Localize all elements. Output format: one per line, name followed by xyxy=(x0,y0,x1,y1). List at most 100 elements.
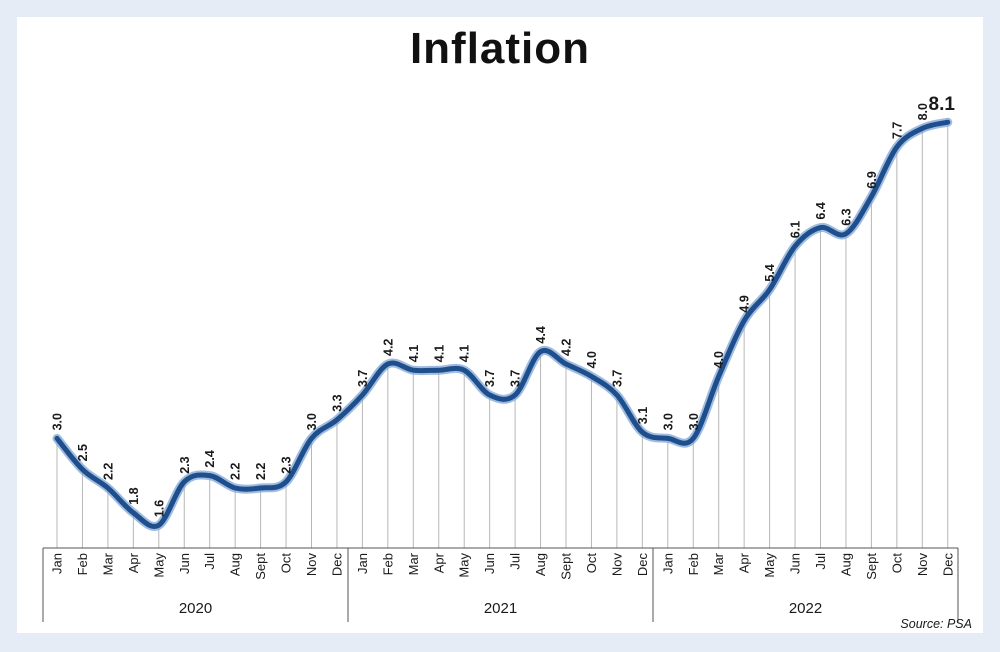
data-point xyxy=(462,368,467,373)
data-point xyxy=(283,479,289,484)
data-label: 4.4 xyxy=(534,326,548,343)
data-point xyxy=(920,126,925,131)
data-point xyxy=(818,225,823,230)
data-point xyxy=(207,473,212,478)
data-point xyxy=(640,430,645,435)
month-tick-label: Jan xyxy=(355,553,370,574)
data-point xyxy=(843,231,849,236)
data-label: 6.3 xyxy=(839,208,853,225)
month-tick-label: Oct xyxy=(889,553,904,574)
value-labels: 3.0 2.5 2.2 1.8 1.6 2.3 2.4 2.2 2.2 2.3 3.0 3.3 3.7 4… xyxy=(51,94,956,517)
data-label: 4.1 xyxy=(407,345,421,362)
data-label: 6.4 xyxy=(814,202,828,219)
month-tick-label: Apr xyxy=(126,552,141,573)
month-tick-label: Nov xyxy=(915,553,930,577)
data-point xyxy=(869,194,874,199)
month-tick-label: Jan xyxy=(50,553,65,574)
month-tick-label: Dec xyxy=(329,553,344,577)
data-point xyxy=(360,392,365,398)
data-label: 4.0 xyxy=(585,351,599,368)
data-label: 3.0 xyxy=(661,413,675,430)
month-tick-label: Aug xyxy=(228,553,243,576)
data-label: 3.7 xyxy=(483,370,497,387)
data-point xyxy=(538,349,543,354)
data-point xyxy=(309,436,314,441)
data-label: 3.7 xyxy=(610,370,624,387)
data-point xyxy=(131,510,136,515)
data-label: 4.1 xyxy=(458,345,472,362)
month-tick-label: Aug xyxy=(838,553,853,576)
month-tick-label: May xyxy=(151,553,166,578)
month-tick-label: Jun xyxy=(788,553,803,574)
data-point xyxy=(691,436,696,441)
month-tick-label: Sept xyxy=(559,553,574,580)
data-label: 4.0 xyxy=(712,351,726,368)
chart-card xyxy=(17,17,983,633)
data-point xyxy=(487,392,492,398)
data-point xyxy=(767,287,772,292)
month-tick-label: Oct xyxy=(279,553,294,574)
data-point xyxy=(894,144,900,150)
data-point xyxy=(614,392,620,398)
data-label: 2.2 xyxy=(254,463,268,480)
month-tick-label: Jun xyxy=(177,553,192,574)
month-tick-label: Nov xyxy=(609,553,624,577)
data-label: 3.1 xyxy=(636,407,650,424)
data-label: 6.9 xyxy=(865,171,879,188)
month-tick-label: May xyxy=(457,553,472,578)
month-tick-label: Mar xyxy=(406,552,421,575)
data-point xyxy=(945,120,950,125)
category-axis: Jan Feb Mar Apr May Jun Jul Aug Sept Oct Nov Dec Jan… xyxy=(42,547,959,622)
month-tick-label: Feb xyxy=(686,553,701,575)
data-point xyxy=(334,417,340,422)
month-tick-label: Nov xyxy=(304,553,319,577)
data-point xyxy=(182,479,187,484)
data-label: 6.1 xyxy=(789,221,803,238)
month-tick-label: Mar xyxy=(100,552,115,575)
data-point xyxy=(716,374,721,379)
data-point xyxy=(665,436,670,441)
month-tick-label: Jan xyxy=(660,553,675,574)
data-point xyxy=(80,467,85,472)
month-tick-label: Sept xyxy=(253,553,268,580)
data-point xyxy=(258,485,263,491)
data-label: 2.4 xyxy=(203,450,217,467)
data-label: 8.1 xyxy=(929,94,956,115)
month-tick-label: Aug xyxy=(533,553,548,576)
month-tick-label: Dec xyxy=(635,553,650,577)
data-label: 3.0 xyxy=(687,413,701,430)
data-label: 2.3 xyxy=(280,456,294,473)
month-tick-label: Jun xyxy=(482,553,497,574)
data-point xyxy=(741,318,747,323)
chart-title: Inflation xyxy=(409,24,591,73)
data-label: 3.0 xyxy=(51,413,65,430)
month-tick-label: Dec xyxy=(940,553,955,577)
data-point xyxy=(563,361,569,367)
year-label: 2022 xyxy=(789,600,822,617)
data-label: 4.1 xyxy=(432,345,446,362)
data-label: 1.6 xyxy=(152,500,166,517)
data-label: 8.0 xyxy=(916,103,930,120)
data-points xyxy=(54,120,950,528)
data-label: 3.0 xyxy=(305,413,319,430)
data-label: 1.8 xyxy=(127,487,141,504)
data-label: 3.3 xyxy=(330,394,344,411)
data-label: 5.4 xyxy=(763,264,777,281)
data-point xyxy=(792,244,798,249)
data-label: 4.9 xyxy=(738,295,752,312)
month-tick-label: Sept xyxy=(864,553,879,580)
data-point xyxy=(232,485,238,491)
source-note: Source: PSA xyxy=(900,617,972,631)
data-label: 2.2 xyxy=(229,463,243,480)
data-point xyxy=(105,485,111,491)
data-label: 3.7 xyxy=(509,370,523,387)
data-label: 2.3 xyxy=(178,456,192,473)
month-tick-label: Feb xyxy=(75,553,90,575)
data-point xyxy=(411,368,416,373)
drop-lines xyxy=(56,122,949,548)
data-point xyxy=(589,374,594,379)
data-point xyxy=(512,392,518,398)
month-tick-label: Jul xyxy=(202,553,217,570)
data-point xyxy=(436,368,441,373)
